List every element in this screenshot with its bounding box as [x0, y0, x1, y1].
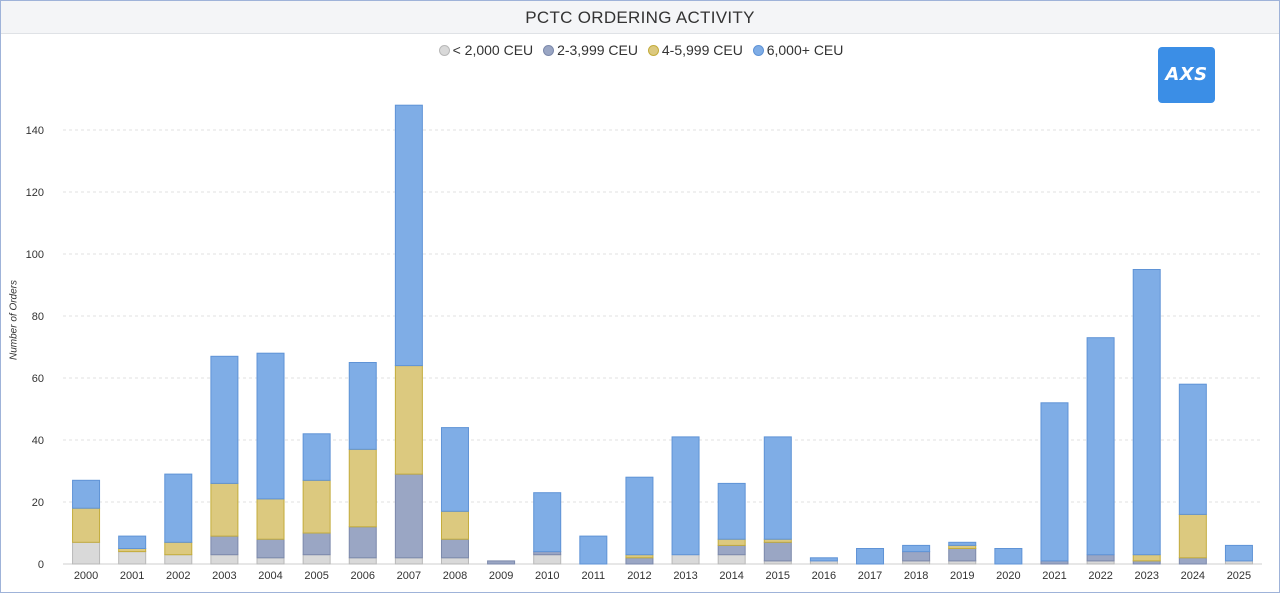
- legend-swatch: [647, 44, 659, 56]
- legend: < 2,000 CEU 2-3,999 CEU 4-5,999 CEU 6,00…: [0, 42, 1282, 59]
- legend-swatch: [438, 44, 450, 56]
- legend-swatch: [752, 44, 764, 56]
- legend-item-lt2000[interactable]: < 2,000 CEU: [438, 42, 534, 58]
- legend-label: 2-3,999 CEU: [557, 42, 638, 58]
- chart-title: PCTC ORDERING ACTIVITY: [1, 1, 1279, 34]
- legend-item-2to4k[interactable]: 2-3,999 CEU: [543, 42, 638, 58]
- legend-label: < 2,000 CEU: [452, 42, 534, 58]
- legend-item-4to6k[interactable]: 4-5,999 CEU: [647, 42, 743, 58]
- legend-item-6kplus[interactable]: 6,000+ CEU: [752, 42, 844, 58]
- y-axis-label: Number of Orders: [8, 279, 20, 361]
- legend-label: 6,000+ CEU: [766, 42, 844, 58]
- legend-swatch: [543, 44, 555, 56]
- legend-label: 4-5,999 CEU: [661, 42, 743, 58]
- axs-logo: AXS: [1158, 47, 1215, 103]
